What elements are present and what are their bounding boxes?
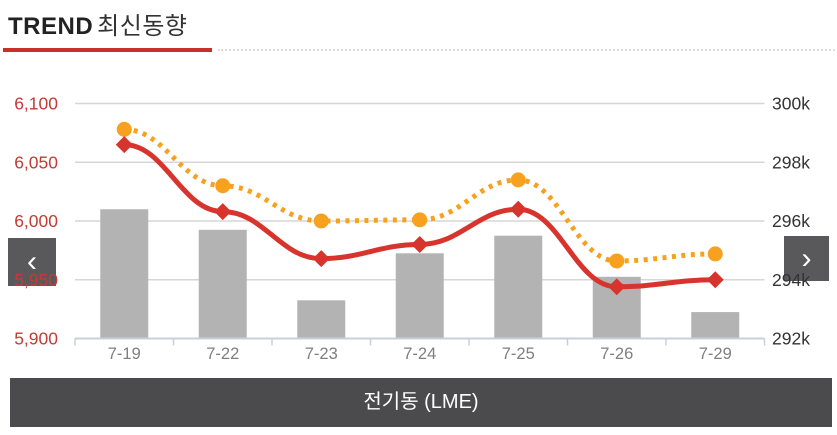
secondary-price-dotted-line-marker	[609, 253, 625, 269]
y-axis-left-label: 5,900	[14, 329, 58, 349]
secondary-price-dotted-line	[124, 126, 716, 264]
x-axis-label: 7-29	[699, 345, 732, 363]
inventory-bars-bar	[592, 276, 641, 339]
title-accent-underline	[3, 48, 212, 52]
y-axis-left-label: 6,100	[14, 94, 58, 114]
inventory-bars-bar	[198, 229, 247, 339]
secondary-price-dotted-line-marker	[215, 178, 231, 194]
x-axis-label: 7-23	[305, 345, 338, 363]
x-axis-label: 7-19	[108, 345, 141, 363]
secondary-price-dotted-line-marker	[116, 121, 132, 137]
y-axis-right-label: 300k	[772, 94, 810, 114]
price-line-marker	[411, 236, 429, 253]
chevron-left-icon: ‹	[27, 245, 37, 278]
price-line-marker	[608, 278, 626, 296]
x-axis-label: 7-26	[600, 345, 633, 363]
y-axis-left-label: 6,050	[14, 152, 58, 172]
secondary-price-dotted-line-marker	[313, 213, 329, 229]
y-axis-right-label: 292k	[772, 329, 810, 349]
price-line-marker	[509, 200, 527, 218]
inventory-bars-bar	[494, 235, 543, 339]
inventory-bars-bar	[691, 312, 740, 339]
inventory-bars-bar	[297, 300, 346, 339]
secondary-price-dotted-line-marker	[707, 246, 723, 262]
x-axis-label: 7-24	[403, 345, 436, 363]
price-line-marker	[115, 136, 133, 154]
y-axis-right-label: 296k	[772, 211, 810, 231]
title-dotted-divider	[218, 49, 835, 51]
price-line-marker	[312, 250, 330, 268]
inventory-bars-bar	[100, 209, 149, 339]
price-line-marker	[706, 271, 724, 289]
y-axis-right-label: 298k	[772, 152, 810, 172]
chart-footer-label: 전기동 (LME)	[10, 378, 832, 427]
page-title: TREND 최신동향	[8, 6, 188, 41]
inventory-bars-bar	[395, 253, 444, 339]
prev-arrow-button[interactable]: ‹	[8, 238, 56, 286]
chevron-right-icon: ›	[801, 242, 812, 275]
price-line	[124, 142, 716, 290]
secondary-price-dotted-line-marker	[510, 172, 526, 188]
x-axis-label: 7-25	[502, 345, 535, 363]
secondary-price-dotted-line-marker	[412, 212, 428, 228]
page-title-sub: 최신동향	[97, 13, 188, 40]
next-arrow-button[interactable]: ›	[784, 236, 829, 281]
price-line-marker	[214, 203, 232, 221]
page-title-main: TREND	[8, 13, 94, 40]
x-axis-label: 7-22	[206, 345, 239, 363]
y-axis-left-label: 6,000	[14, 211, 58, 231]
